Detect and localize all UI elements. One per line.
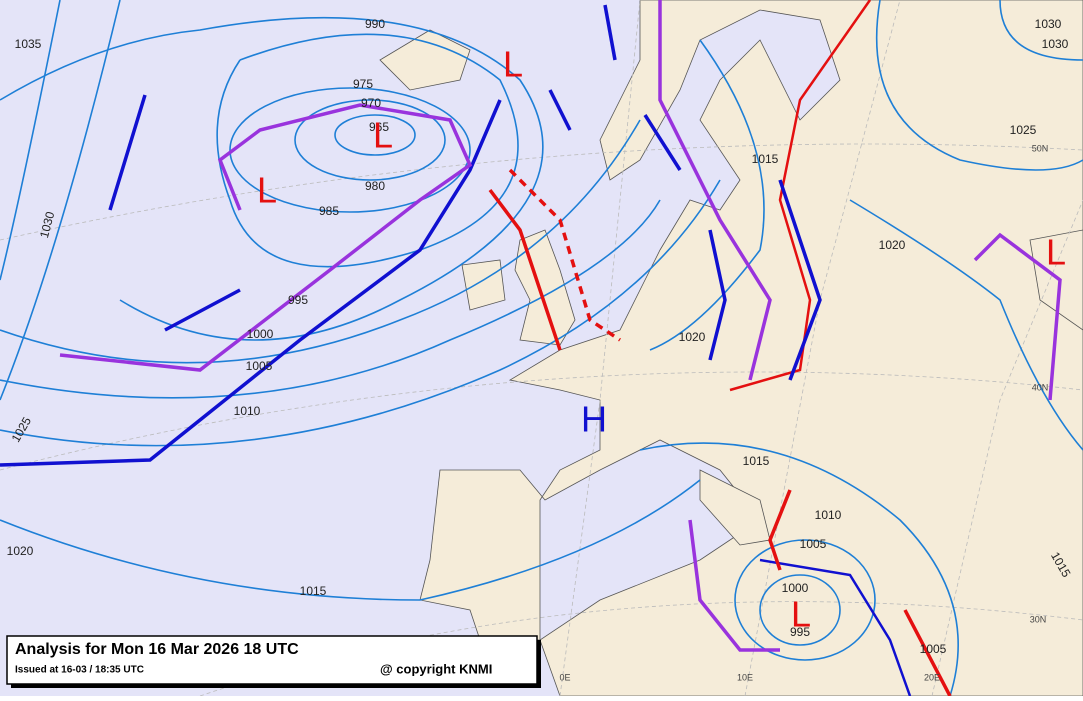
isobar-label: 1020 <box>7 544 34 558</box>
isobar-label: 1005 <box>920 642 947 656</box>
pressure-center: H <box>581 399 607 440</box>
fronts <box>0 0 1062 697</box>
graticule-label: 0E <box>559 672 570 682</box>
isobar-label: 1000 <box>782 581 809 595</box>
isobar-label: 1005 <box>246 359 273 373</box>
isobar-label: 1035 <box>15 37 42 51</box>
pressure-center: L <box>1046 232 1066 273</box>
graticule-label: 10E <box>737 672 753 682</box>
title-box: Analysis for Mon 16 Mar 2026 18 UTC Issu… <box>6 635 541 688</box>
graticule-label: 30N <box>1030 614 1047 624</box>
isobar-label: 970 <box>361 96 381 110</box>
isobar-label: 980 <box>365 179 385 193</box>
isobar-label: 995 <box>790 625 810 639</box>
pressure-center: L <box>503 44 523 85</box>
title-heading: Analysis for Mon 16 Mar 2026 18 UTC <box>15 641 299 658</box>
title-panel <box>6 635 538 685</box>
isobar-label: 995 <box>288 293 308 307</box>
isobar-label: 1015 <box>743 454 770 468</box>
isobar-label: 1000 <box>247 327 274 341</box>
isobar-label: 965 <box>369 120 389 134</box>
pressure-center: L <box>257 170 277 211</box>
pressure-center: L <box>373 115 393 156</box>
isobar-label: 1010 <box>815 508 842 522</box>
copyright: @ copyright KNMI <box>380 661 492 676</box>
isobar-label: 1010 <box>234 404 261 418</box>
isobar-label: 1030 <box>1042 37 1069 51</box>
isobar-label: 1030 <box>37 210 58 240</box>
isobar-label: 975 <box>353 77 373 91</box>
graticule-label: 20E <box>924 672 940 682</box>
isobar-label: 990 <box>365 17 385 31</box>
pressure-center: L <box>791 594 811 635</box>
isobar-label: 985 <box>319 204 339 218</box>
isobar-label: 1020 <box>879 238 906 252</box>
isobar-label: 1015 <box>300 584 327 598</box>
isobar-label: 1020 <box>679 330 706 344</box>
graticule-label: 50N <box>1032 143 1049 153</box>
isobar-label: 1030 <box>1035 17 1062 31</box>
isobar-label: 1015 <box>752 152 779 166</box>
labels: 990 975 970 965 980 985 995 1000 1005 1010 1025 103… <box>7 17 1074 682</box>
issued-time: Issued at 16-03 / 18:35 UTC <box>15 665 144 676</box>
isobar-label: 1005 <box>800 537 827 551</box>
graticule-label: 40N <box>1032 382 1049 392</box>
isobar-label: 1025 <box>1010 123 1037 137</box>
